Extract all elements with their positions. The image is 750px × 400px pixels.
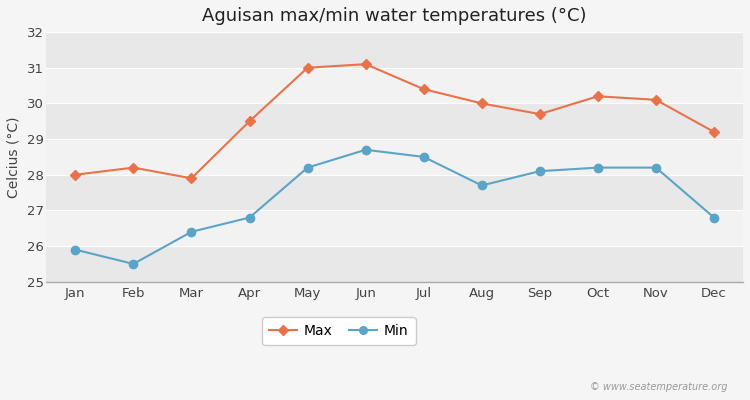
- Min: [362, 147, 370, 152]
- Min: [710, 215, 718, 220]
- Min: [70, 247, 80, 252]
- Min: [129, 262, 138, 266]
- Max: [70, 172, 80, 177]
- Bar: [46, 246, 743, 282]
- Max: [129, 165, 138, 170]
- Max: [419, 87, 428, 92]
- Bar: [46, 32, 743, 68]
- Line: Min: Min: [71, 146, 718, 268]
- Bar: [46, 139, 743, 175]
- Bar: [46, 210, 743, 246]
- Max: [187, 176, 196, 181]
- Min: [303, 165, 312, 170]
- Min: [593, 165, 602, 170]
- Min: [652, 165, 661, 170]
- Max: [245, 119, 254, 124]
- Line: Max: Max: [71, 60, 718, 182]
- Max: [303, 65, 312, 70]
- Max: [652, 98, 661, 102]
- Max: [362, 62, 370, 66]
- Legend: Max, Min: Max, Min: [262, 317, 416, 345]
- Text: © www.seatemperature.org: © www.seatemperature.org: [590, 382, 728, 392]
- Min: [477, 183, 486, 188]
- Min: [419, 154, 428, 159]
- Max: [477, 101, 486, 106]
- Title: Aguisan max/min water temperatures (°C): Aguisan max/min water temperatures (°C): [202, 7, 587, 25]
- Bar: [46, 68, 743, 103]
- Max: [710, 130, 718, 134]
- Min: [536, 169, 544, 174]
- Bar: [46, 103, 743, 139]
- Y-axis label: Celcius (°C): Celcius (°C): [7, 116, 21, 198]
- Min: [187, 230, 196, 234]
- Min: [245, 215, 254, 220]
- Max: [536, 112, 544, 116]
- Bar: [46, 175, 743, 210]
- Max: [593, 94, 602, 99]
